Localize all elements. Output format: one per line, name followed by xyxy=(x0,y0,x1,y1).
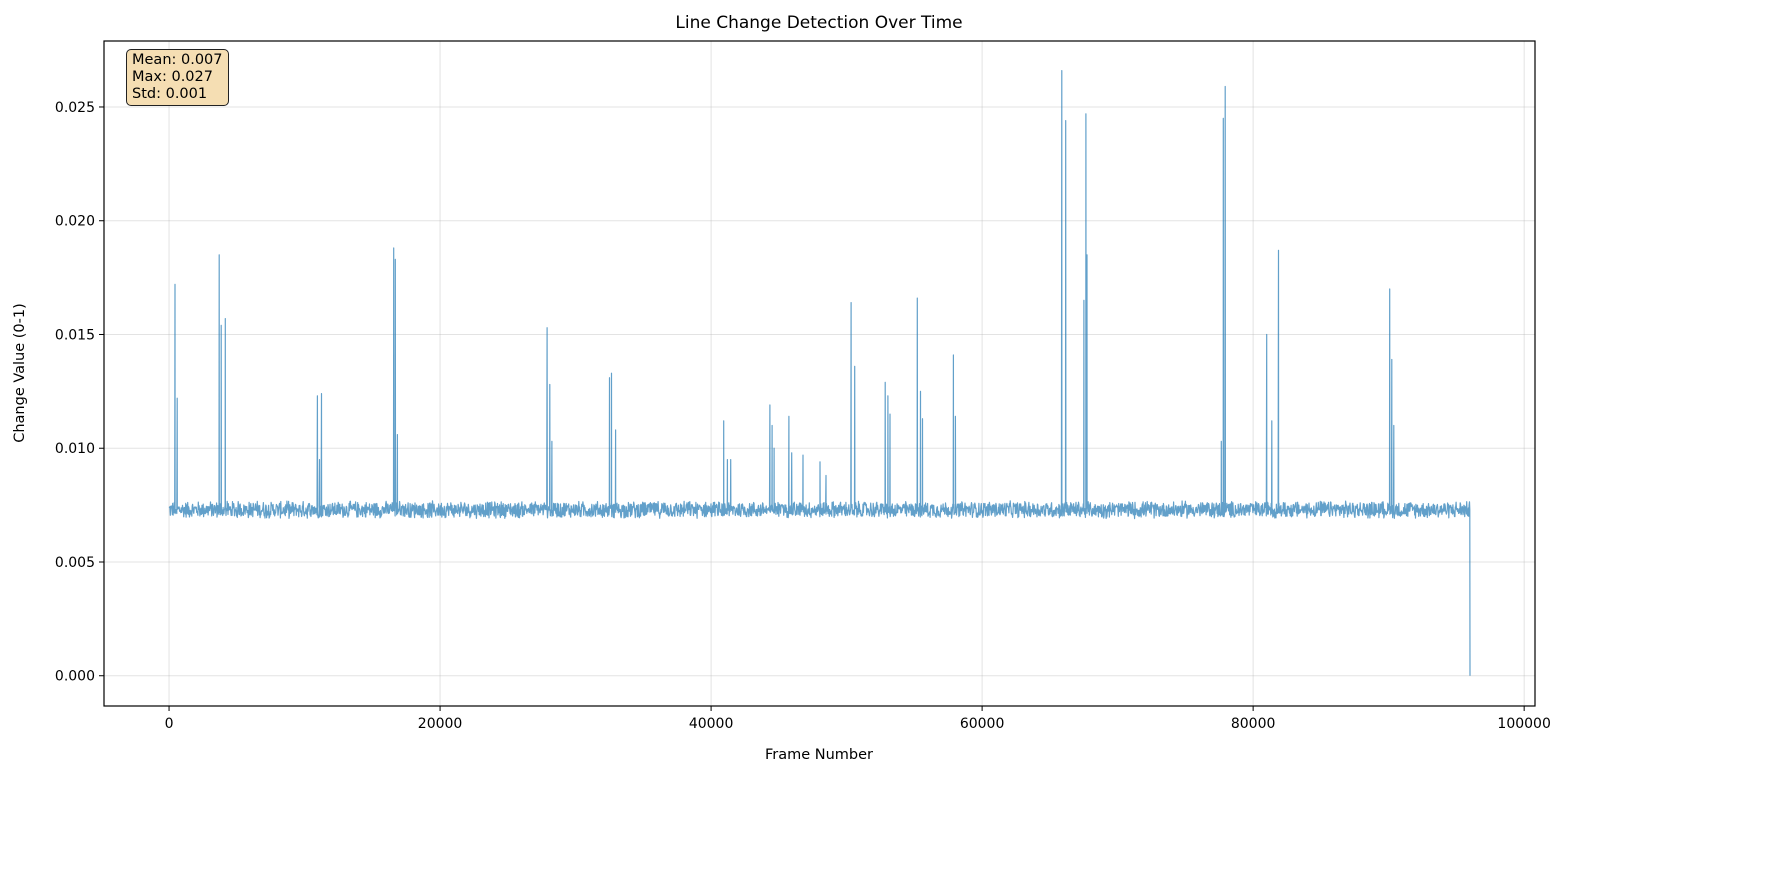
stat-max: Max: 0.027 xyxy=(132,69,213,85)
x-tick-label: 80000 xyxy=(1231,716,1276,732)
y-axis: 0.000 0.005 0.010 0.015 0.020 0.025 xyxy=(55,100,104,685)
x-axis: 0 20000 40000 60000 80000 100000 xyxy=(165,706,1551,732)
stat-std: Std: 0.001 xyxy=(132,86,208,102)
y-tick-label: 0.025 xyxy=(55,100,95,116)
chart-title: Line Change Detection Over Time xyxy=(675,13,962,33)
y-tick-label: 0.020 xyxy=(55,214,95,230)
stats-box: Mean: 0.007 Max: 0.027 Std: 0.001 xyxy=(126,49,229,106)
series-line xyxy=(168,70,1471,676)
x-tick-label: 20000 xyxy=(418,716,463,732)
grid xyxy=(104,41,1535,706)
x-tick-label: 100000 xyxy=(1497,716,1550,732)
x-tick-label: 0 xyxy=(165,716,174,732)
y-tick-label: 0.005 xyxy=(55,555,95,571)
y-tick-label: 0.015 xyxy=(55,327,95,343)
x-tick-label: 40000 xyxy=(689,716,734,732)
plot-frame xyxy=(103,40,1536,707)
y-axis-label: Change Value (0-1) xyxy=(12,303,28,443)
stat-mean: Mean: 0.007 xyxy=(132,52,223,68)
series-path xyxy=(168,70,1471,676)
x-axis-label: Frame Number xyxy=(765,747,873,763)
y-tick-label: 0.000 xyxy=(55,669,95,685)
y-tick-label: 0.010 xyxy=(55,441,95,457)
x-tick-label: 60000 xyxy=(960,716,1005,732)
